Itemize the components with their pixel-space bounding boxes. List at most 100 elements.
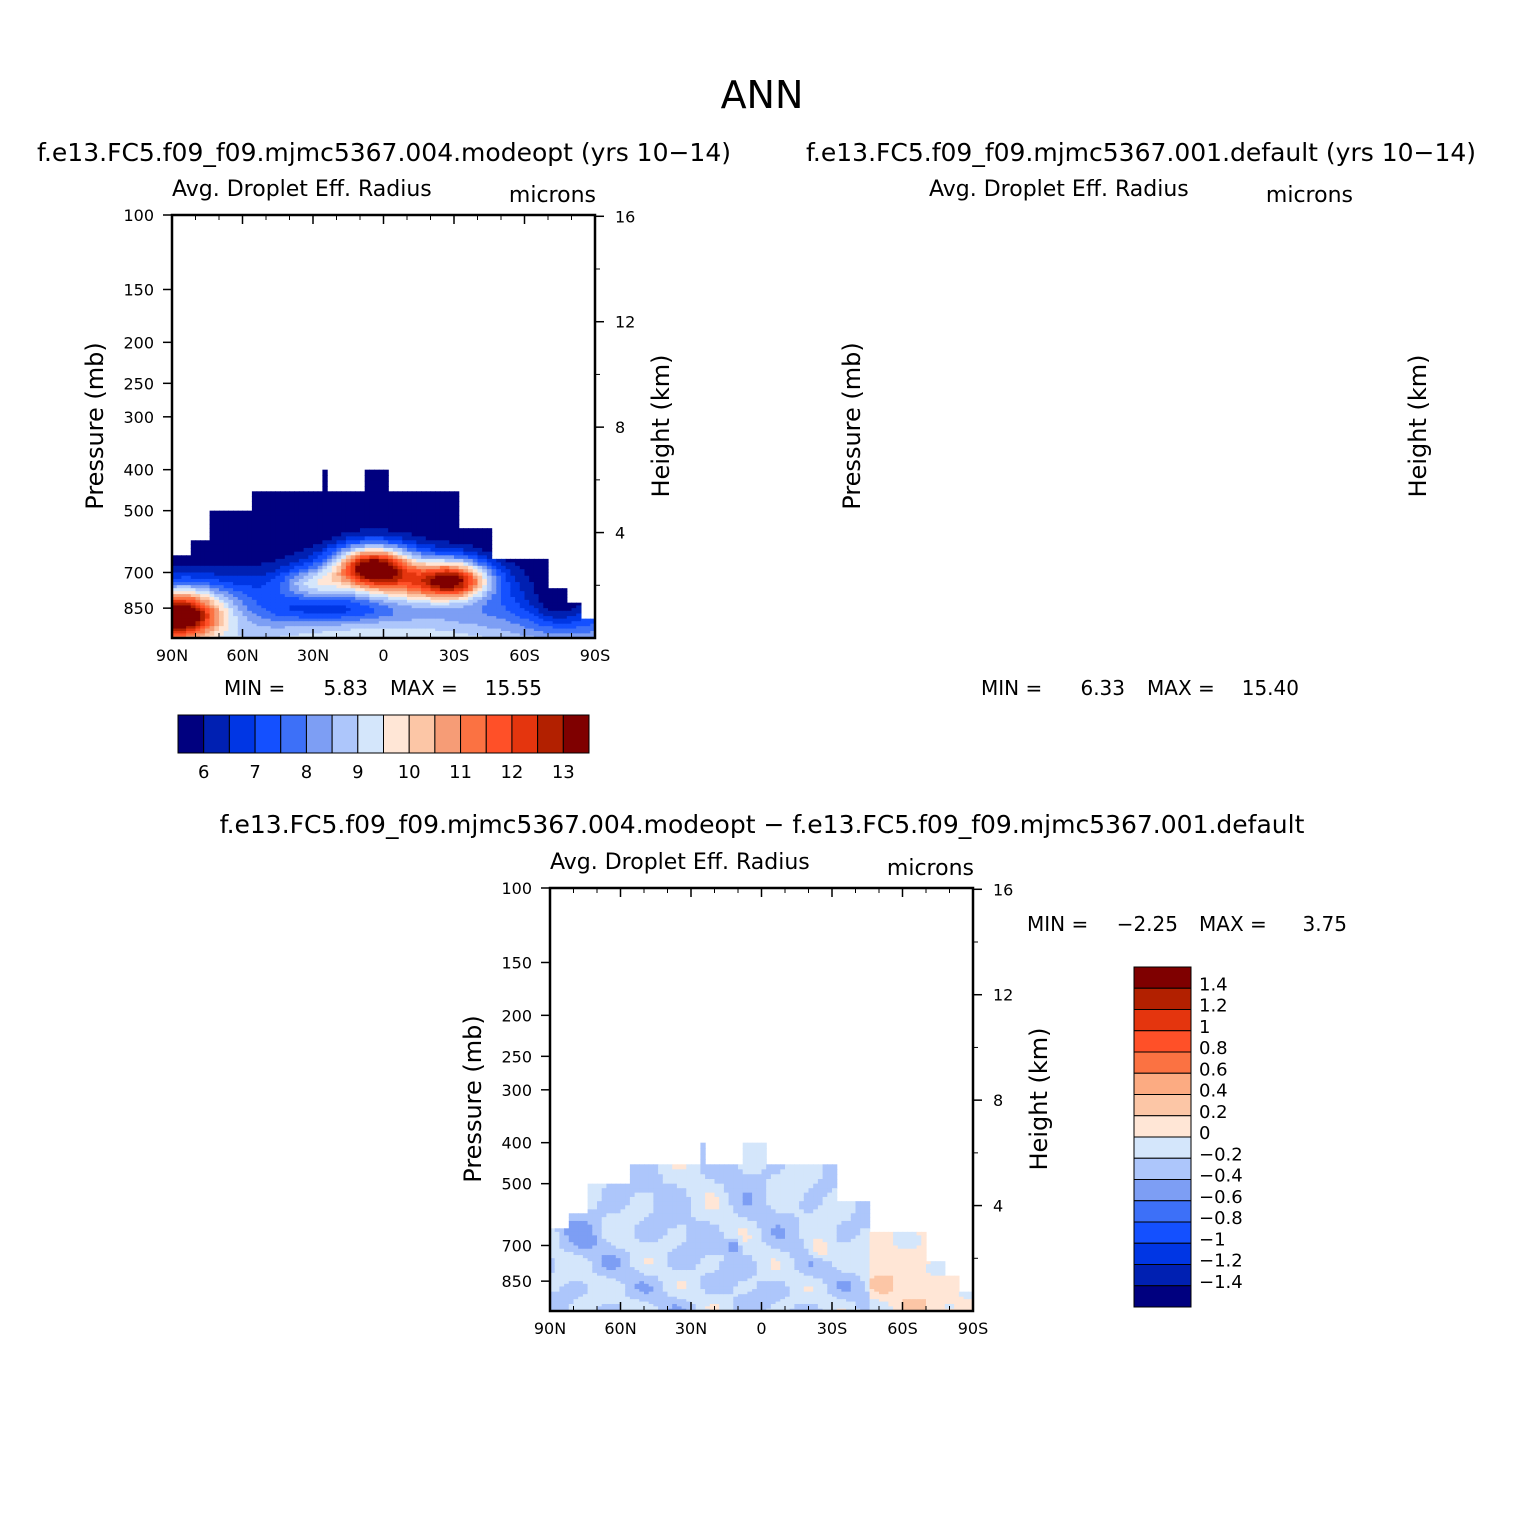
- contour-cell: [392, 510, 399, 516]
- contour-cell: [691, 1164, 697, 1170]
- contour-cell: [639, 1296, 645, 1300]
- contour-cell: [327, 532, 333, 537]
- contour-cell: [407, 588, 413, 592]
- contour-cell: [625, 1264, 631, 1268]
- contour-cell: [369, 523, 375, 529]
- contour-cell: [681, 1245, 687, 1250]
- contour-cell: [529, 562, 535, 567]
- contour-cell: [515, 591, 521, 595]
- contour-cell: [289, 544, 295, 549]
- contour-cell: [615, 1306, 622, 1310]
- contour-cell: [629, 1164, 636, 1170]
- contour-cell: [397, 501, 403, 507]
- contour-cell: [214, 540, 220, 545]
- contour-cell: [477, 565, 483, 570]
- contour-cell: [611, 1272, 617, 1277]
- contour-cell: [313, 515, 319, 521]
- contour-cell: [644, 1213, 650, 1218]
- contour-cell: [270, 565, 276, 570]
- contour-cell: [691, 1179, 697, 1185]
- contour-cell: [564, 1248, 570, 1253]
- contour-cell: [695, 1245, 701, 1250]
- contour-cell: [200, 618, 206, 622]
- contour-cell: [728, 1183, 734, 1189]
- contour-cell: [416, 626, 422, 630]
- contour-cell: [256, 532, 262, 537]
- contour-cell: [578, 1294, 584, 1298]
- contour-cell: [430, 578, 436, 583]
- contour-cell: [578, 1303, 584, 1307]
- contour-cell: [360, 585, 366, 589]
- contour-cell: [625, 1192, 631, 1198]
- contour-cell: [430, 555, 436, 560]
- contour-cell: [233, 558, 239, 563]
- contour-cell: [686, 1303, 692, 1307]
- contour-cell: [392, 519, 399, 525]
- contour-cell: [303, 565, 309, 570]
- contour-cell: [336, 540, 342, 545]
- contour-cell: [416, 585, 422, 589]
- contour-cell: [691, 1238, 697, 1243]
- contour-cell: [653, 1164, 659, 1170]
- contour-cell: [667, 1301, 673, 1305]
- contour-cell: [719, 1235, 725, 1240]
- contour-cell: [204, 616, 211, 620]
- contour-cell: [662, 1301, 669, 1305]
- contour-cell: [601, 1228, 607, 1233]
- contour-cell: [425, 547, 432, 553]
- contour-cell: [280, 621, 286, 625]
- y-tick-label: 200: [123, 333, 154, 352]
- contour-cell: [397, 515, 403, 521]
- contour-cell: [491, 618, 497, 622]
- contour-cell: [247, 597, 253, 601]
- contour-cell: [430, 608, 436, 612]
- contour-cell: [327, 575, 333, 580]
- contour-cell: [568, 1258, 575, 1262]
- contour-cell: [209, 562, 215, 567]
- contour-cell: [728, 1255, 734, 1259]
- contour-cell: [360, 582, 366, 586]
- contour-cell: [681, 1278, 687, 1282]
- contour-cell: [615, 1224, 622, 1229]
- contour-cell: [242, 605, 248, 609]
- contour-cell: [557, 594, 563, 598]
- contour-cell: [298, 496, 305, 502]
- contour-cell: [172, 562, 178, 567]
- contour-cell: [298, 528, 305, 533]
- contour-cell: [620, 1281, 626, 1285]
- contour-cell: [181, 585, 187, 589]
- contour-cell: [378, 572, 385, 577]
- contour-cell: [266, 501, 272, 507]
- contour-cell: [723, 1183, 730, 1189]
- contour-cell: [280, 597, 286, 601]
- contour-cell: [402, 558, 408, 563]
- contour-cell: [214, 547, 220, 553]
- contour-cell: [421, 608, 427, 612]
- contour-cell: [658, 1258, 664, 1262]
- contour-cell: [676, 1278, 683, 1282]
- contour-cell: [691, 1196, 697, 1202]
- contour-cell: [552, 588, 558, 592]
- contour-cell: [364, 602, 370, 607]
- contour-cell: [562, 616, 568, 620]
- contour-cell: [247, 562, 253, 567]
- contour-cell: [261, 623, 267, 627]
- contour-cell: [458, 616, 464, 620]
- contour-cell: [714, 1272, 720, 1277]
- colorbar-label: 12: [500, 762, 523, 783]
- contour-cell: [360, 597, 366, 601]
- contour-cell: [327, 565, 333, 570]
- contour-cell: [294, 578, 300, 583]
- contour-cell: [360, 501, 366, 507]
- contour-cell: [676, 1183, 683, 1189]
- contour-cell: [564, 1296, 570, 1300]
- contour-cell: [355, 544, 361, 549]
- contour-cell: [392, 555, 399, 560]
- contour-cell: [242, 610, 248, 615]
- contour-cell: [430, 510, 436, 516]
- contour-cell: [289, 532, 295, 537]
- contour-cell: [280, 623, 286, 627]
- panel-title: f.e13.FC5.f09_f09.mjmc5367.004.modeopt (…: [37, 138, 731, 167]
- contour-cell: [501, 585, 507, 589]
- contour-cell: [345, 532, 352, 537]
